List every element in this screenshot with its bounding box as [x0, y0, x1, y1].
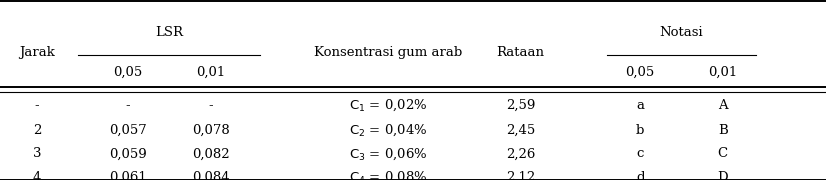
Text: $\mathrm{C}_{3}$ = 0,06%: $\mathrm{C}_{3}$ = 0,06% — [349, 146, 428, 162]
Text: c: c — [637, 147, 643, 160]
Text: a: a — [636, 99, 644, 112]
Text: 0,01: 0,01 — [196, 66, 225, 78]
Text: -: - — [35, 99, 40, 112]
Text: 3: 3 — [33, 147, 41, 160]
Text: d: d — [636, 171, 644, 180]
Text: 0,084: 0,084 — [192, 171, 230, 180]
Text: B: B — [718, 124, 728, 137]
Text: -: - — [126, 99, 131, 112]
Text: $\mathrm{C}_{4}$ = 0,08%: $\mathrm{C}_{4}$ = 0,08% — [349, 170, 428, 180]
Text: $\mathrm{C}_{2}$ = 0,04%: $\mathrm{C}_{2}$ = 0,04% — [349, 123, 428, 138]
Text: 0,05: 0,05 — [113, 66, 143, 78]
Text: A: A — [718, 99, 728, 112]
Text: Jarak: Jarak — [19, 46, 55, 59]
Text: 0,01: 0,01 — [708, 66, 738, 78]
Text: Notasi: Notasi — [660, 26, 703, 39]
Text: Konsentrasi gum arab: Konsentrasi gum arab — [314, 46, 463, 59]
Text: 4: 4 — [33, 171, 41, 180]
Text: -: - — [208, 99, 213, 112]
Text: 2,12: 2,12 — [506, 171, 535, 180]
Text: Rataan: Rataan — [496, 46, 544, 59]
Text: LSR: LSR — [155, 26, 183, 39]
Text: 2,26: 2,26 — [506, 147, 535, 160]
Text: 0,05: 0,05 — [625, 66, 655, 78]
Text: 0,059: 0,059 — [109, 147, 147, 160]
Text: 2,59: 2,59 — [506, 99, 535, 112]
Text: 2,45: 2,45 — [506, 124, 535, 137]
Text: 0,061: 0,061 — [109, 171, 147, 180]
Text: $\mathrm{C}_{1}$ = 0,02%: $\mathrm{C}_{1}$ = 0,02% — [349, 98, 428, 113]
Text: D: D — [718, 171, 728, 180]
Text: 0,057: 0,057 — [109, 124, 147, 137]
Text: 2: 2 — [33, 124, 41, 137]
Text: 0,078: 0,078 — [192, 124, 230, 137]
Text: C: C — [718, 147, 728, 160]
Text: b: b — [636, 124, 644, 137]
Text: 0,082: 0,082 — [192, 147, 230, 160]
